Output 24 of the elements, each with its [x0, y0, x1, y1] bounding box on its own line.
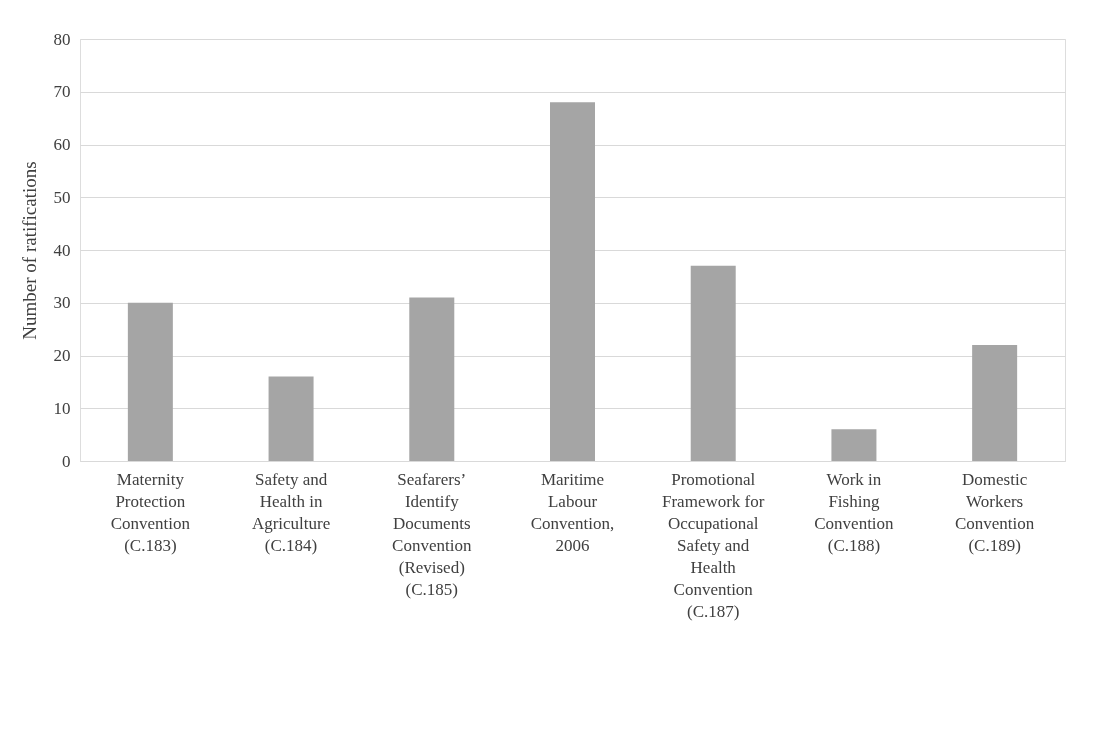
y-tick-label: 30: [53, 293, 71, 313]
y-tick-label: 40: [53, 240, 71, 260]
bar: [690, 265, 736, 461]
x-tick-label: Promotional Framework for Occupational Safety and Health Convention (C.187): [661, 469, 765, 621]
y-tick-label: 20: [53, 346, 71, 365]
y-tick-label: 0: [62, 451, 71, 471]
y-tick-label: 60: [53, 135, 71, 154]
x-tick-label: Safety and Health in Agriculture (C.184): [251, 469, 331, 555]
x-tick-label: Maritime Labour Convention, 2006: [530, 469, 615, 555]
x-tick-label: Domestic Workers Convention (C.189): [954, 469, 1035, 555]
y-axis-title: Number of ratifications: [18, 161, 40, 340]
bar: [268, 376, 314, 461]
bar: [972, 344, 1018, 461]
y-tick-label: 80: [53, 29, 71, 49]
x-tick-label: Work in Fishing Convention (C.188): [814, 469, 895, 555]
x-tick-label: Seafarers’ Identify Documents Convention (Revised) (C.185): [392, 469, 472, 599]
bar: [409, 297, 455, 461]
y-tick-label: 70: [53, 82, 71, 102]
y-tick-label: 10: [53, 398, 71, 418]
x-tick-label: Maternity Protection Convention (C.183): [110, 469, 191, 555]
bar: [550, 102, 595, 461]
y-tick-label: 50: [53, 187, 71, 207]
bar: [127, 302, 173, 461]
bar: [831, 429, 877, 461]
